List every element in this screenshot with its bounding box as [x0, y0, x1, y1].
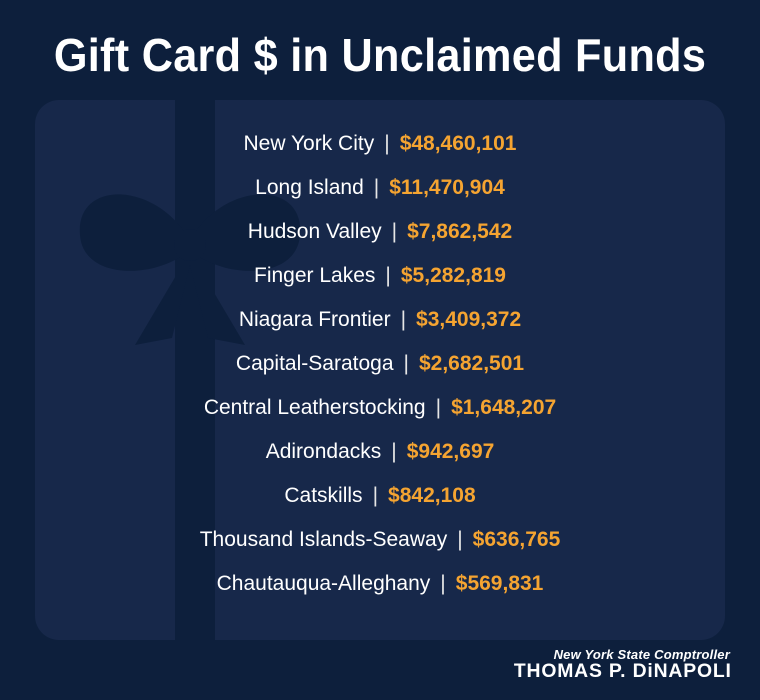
amount-value: $942,697	[407, 440, 495, 464]
amount-value: $3,409,372	[416, 308, 521, 332]
separator: |	[430, 572, 455, 596]
list-item: Chautauqua-Alleghany | $569,831	[50, 572, 710, 616]
amount-value: $842,108	[388, 484, 476, 508]
list-item: New York City | $48,460,101	[50, 132, 710, 176]
amount-value: $5,282,819	[401, 264, 506, 288]
separator: |	[364, 176, 389, 200]
list-item: Capital-Saratoga | $2,682,501	[50, 352, 710, 396]
region-label: Adirondacks	[266, 440, 382, 464]
amount-value: $7,862,542	[407, 220, 512, 244]
separator: |	[382, 220, 407, 244]
list-item: Long Island | $11,470,904	[50, 176, 710, 220]
region-label: Central Leatherstocking	[204, 396, 426, 420]
separator: |	[426, 396, 451, 420]
region-label: Finger Lakes	[254, 264, 375, 288]
amount-value: $2,682,501	[419, 352, 524, 376]
amount-value: $11,470,904	[389, 176, 505, 200]
region-label: New York City	[244, 132, 375, 156]
amount-value: $569,831	[456, 572, 544, 596]
list-item: Hudson Valley | $7,862,542	[50, 220, 710, 264]
region-label: Thousand Islands-Seaway	[200, 528, 447, 552]
region-label: Long Island	[255, 176, 364, 200]
list-item: Finger Lakes | $5,282,819	[50, 264, 710, 308]
separator: |	[394, 352, 419, 376]
separator: |	[363, 484, 388, 508]
list-item: Niagara Frontier | $3,409,372	[50, 308, 710, 352]
footer-attribution: New York State Comptroller THOMAS P. DiN…	[516, 648, 730, 682]
data-list: New York City | $48,460,101 Long Island …	[50, 132, 710, 616]
footer-org: New York State Comptroller	[516, 648, 730, 662]
list-item: Central Leatherstocking | $1,648,207	[50, 396, 710, 440]
separator: |	[374, 132, 399, 156]
region-label: Hudson Valley	[248, 220, 382, 244]
footer-name: THOMAS P. DiNAPOLI	[514, 662, 732, 682]
separator: |	[375, 264, 400, 288]
list-item: Adirondacks | $942,697	[50, 440, 710, 484]
list-item: Thousand Islands-Seaway | $636,765	[50, 528, 710, 572]
separator: |	[381, 440, 406, 464]
list-item: Catskills | $842,108	[50, 484, 710, 528]
region-label: Catskills	[284, 484, 362, 508]
amount-value: $1,648,207	[451, 396, 556, 420]
amount-value: $48,460,101	[400, 132, 517, 156]
region-label: Niagara Frontier	[239, 308, 391, 332]
page-title: Gift Card $ in Unclaimed Funds	[23, 28, 737, 82]
region-label: Chautauqua-Alleghany	[217, 572, 431, 596]
amount-value: $636,765	[473, 528, 561, 552]
separator: |	[391, 308, 416, 332]
region-label: Capital-Saratoga	[236, 352, 394, 376]
separator: |	[447, 528, 472, 552]
